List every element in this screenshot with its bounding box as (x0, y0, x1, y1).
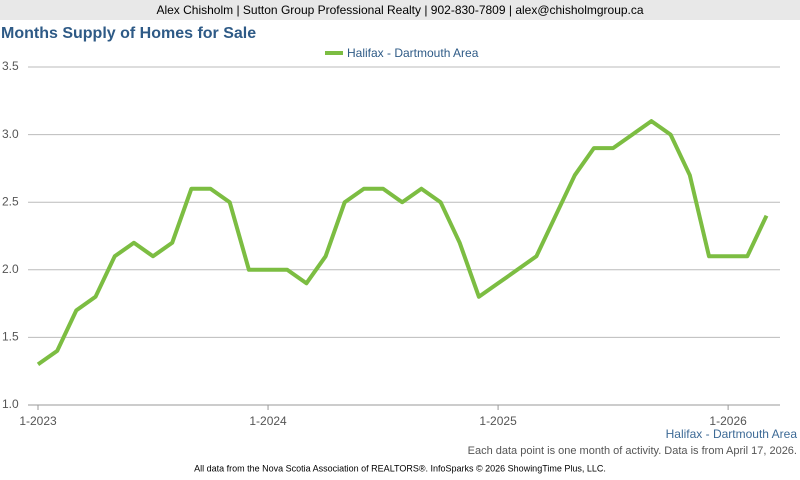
legend-label: Halifax - Dartmouth Area (347, 46, 479, 60)
note: Each data point is one month of activity… (468, 445, 797, 457)
y-tick-label: 2.5 (2, 194, 19, 208)
y-tick-label: 1.0 (2, 397, 19, 411)
x-tick-label: 1-2026 (709, 414, 747, 428)
y-tick-label: 3.5 (2, 59, 19, 73)
chart-title: Months Supply of Homes for Sale (1, 25, 256, 42)
footer: All data from the Nova Scotia Associatio… (194, 463, 606, 473)
x-axis-label: Halifax - Dartmouth Area (666, 427, 798, 441)
header-bar (0, 0, 800, 20)
y-tick-label: 2.0 (2, 262, 19, 276)
x-tick-label: 1-2023 (19, 414, 57, 428)
x-tick-label: 1-2024 (249, 414, 287, 428)
y-tick-label: 1.5 (2, 330, 19, 344)
x-tick-label: 1-2025 (479, 414, 517, 428)
header: Alex Chisholm | Sutton Group Professiona… (156, 3, 643, 17)
y-tick-label: 3.0 (2, 127, 19, 141)
data-line (36, 119, 769, 367)
